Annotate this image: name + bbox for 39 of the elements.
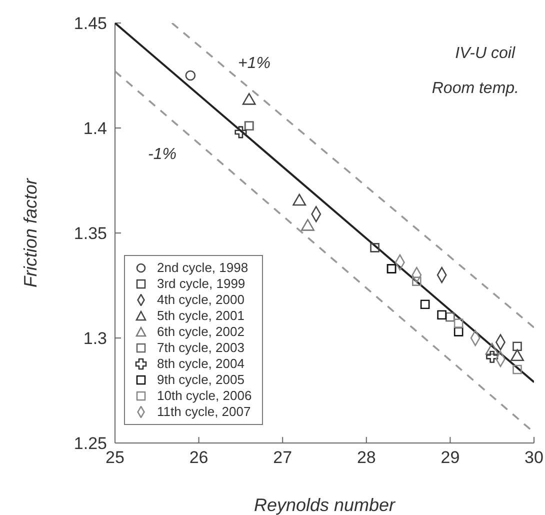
annotation: IV-U coil bbox=[455, 45, 515, 63]
legend-label: 4th cycle, 2000 bbox=[157, 292, 244, 308]
point bbox=[446, 312, 455, 322]
x-tick-label: 28 bbox=[356, 448, 376, 468]
point bbox=[512, 364, 522, 374]
y-tick-label: 1.25 bbox=[74, 434, 107, 454]
y-tick-label: 1.4 bbox=[83, 119, 107, 138]
legend-label: 7th cycle, 2003 bbox=[157, 340, 244, 356]
point bbox=[454, 318, 464, 328]
legend-label: 10th cycle, 2006 bbox=[157, 388, 252, 404]
x-tick-label: 26 bbox=[189, 448, 208, 468]
y-tick-label: 1.35 bbox=[74, 224, 107, 244]
y-axis-title: Friction factor bbox=[20, 177, 40, 288]
y-tick-label: 1.45 bbox=[74, 14, 107, 34]
annotation: +1% bbox=[238, 55, 270, 73]
y-tick-label: 1.3 bbox=[83, 329, 107, 348]
point bbox=[454, 327, 464, 336]
legend-label: 9th cycle, 2005 bbox=[157, 372, 244, 388]
legend-label: 6th cycle, 2002 bbox=[157, 324, 244, 340]
point bbox=[412, 276, 422, 286]
x-tick-label: 27 bbox=[273, 448, 292, 468]
x-tick-label: 25 bbox=[106, 448, 124, 468]
annotation: Room temp. bbox=[432, 80, 519, 98]
x-axis-title: Reynolds number bbox=[254, 495, 396, 515]
legend-label: 5th cycle, 2001 bbox=[157, 308, 244, 324]
point bbox=[512, 342, 522, 352]
point bbox=[420, 300, 430, 310]
legend-label: 3rd cycle, 1999 bbox=[157, 276, 246, 292]
point bbox=[370, 243, 380, 252]
point bbox=[185, 70, 196, 81]
x-tick-label: 29 bbox=[440, 448, 460, 468]
point bbox=[234, 126, 247, 138]
legend-label: 11th cycle, 2007 bbox=[157, 404, 251, 420]
legend-label: 8th cycle, 2004 bbox=[157, 356, 244, 372]
point bbox=[486, 350, 498, 363]
annotation: -1% bbox=[148, 146, 176, 164]
point bbox=[437, 310, 446, 320]
x-tick-label: 30 bbox=[524, 448, 544, 468]
legend-label: 2nd cycle, 1998 bbox=[157, 260, 248, 276]
